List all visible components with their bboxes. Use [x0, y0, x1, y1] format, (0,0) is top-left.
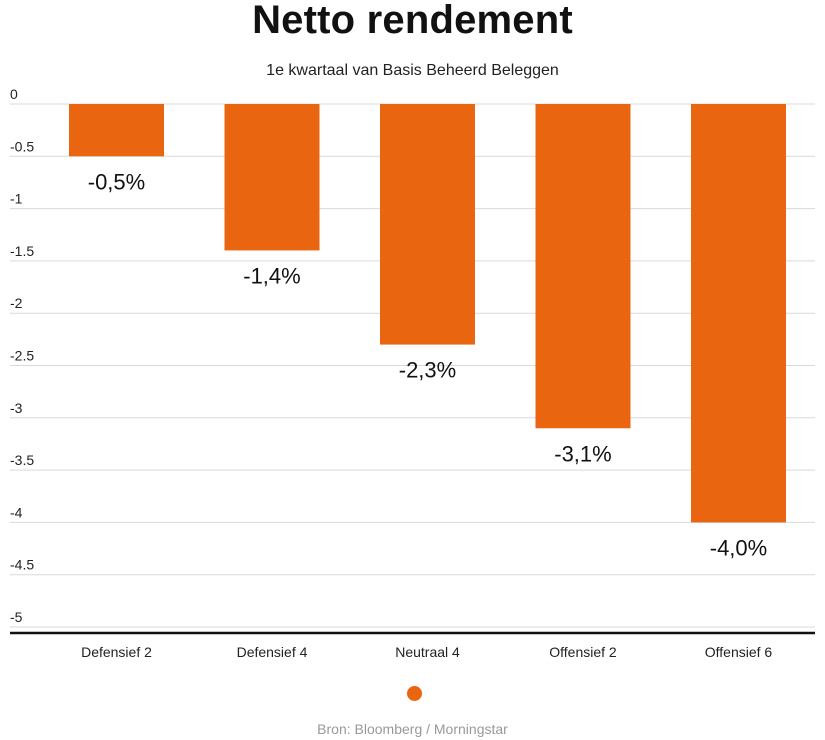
- y-tick-label: -3: [10, 400, 23, 416]
- y-tick-label: -4.5: [10, 557, 34, 573]
- legend-marker: [407, 686, 422, 701]
- y-tick-label: -4: [10, 504, 23, 520]
- bar: [380, 104, 475, 345]
- chart-subtitle: 1e kwartaal van Basis Beheerd Beleggen: [266, 62, 559, 79]
- source-note: Bron: Bloomberg / Morningstar: [317, 721, 508, 737]
- y-tick-label: -0.5: [10, 138, 34, 154]
- y-tick-label: -1: [10, 191, 23, 207]
- bar: [535, 104, 631, 429]
- y-tick-label: -1.5: [10, 243, 34, 259]
- bar: [691, 104, 786, 523]
- x-tick-label: Defensief 4: [237, 644, 308, 660]
- x-tick-label: Defensief 2: [81, 644, 152, 660]
- y-tick-label: -2: [10, 295, 23, 311]
- data-label: -1,4%: [243, 263, 300, 288]
- bar: [224, 104, 320, 251]
- y-tick-label: -5: [10, 609, 23, 625]
- y-tick-label: -3.5: [10, 452, 34, 468]
- plot-area: 0 -0.5 -1 -1.5 -2 -2.5 -3 -3.5 -4 -4.5 -5 -0,5% Defe…: [10, 86, 815, 660]
- data-label: -2,3%: [399, 358, 456, 383]
- x-tick-label: Offensief 2: [549, 644, 617, 660]
- data-label: -3,1%: [554, 441, 611, 466]
- y-tick-label: 0: [10, 86, 18, 102]
- x-tick-label: Neutraal 4: [395, 644, 460, 660]
- x-tick-label: Offensief 6: [705, 644, 773, 660]
- data-label: -0,5%: [88, 169, 145, 194]
- bar: [69, 104, 164, 157]
- y-tick-label: -2.5: [10, 348, 34, 364]
- chart-title: Netto rendement: [252, 0, 573, 42]
- data-label: -4,0%: [710, 535, 767, 560]
